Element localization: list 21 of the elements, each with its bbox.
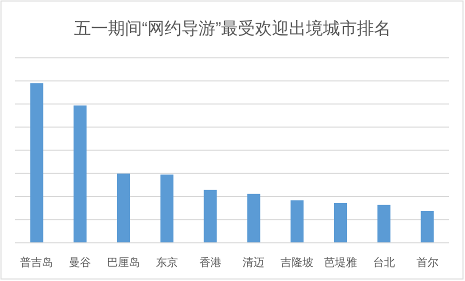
x-tick-label: 巴厘岛 [107,257,140,269]
x-tick-label: 芭堤雅 [324,256,357,269]
bar [30,83,44,243]
bar [117,174,130,243]
x-tick-label: 台北 [372,256,395,269]
x-tick-label: 吉隆坡 [280,256,314,269]
bar [160,174,174,243]
x-tick-label: 东京 [156,256,178,269]
x-tick-label: 曼谷 [69,257,92,269]
bar [74,105,87,243]
bar [377,204,390,243]
chart-title: 五一期间“网约导游”最受欢迎出境城市排名 [74,19,392,38]
bar [420,210,434,243]
bar [334,202,347,243]
bar [247,194,260,243]
x-tick-label: 首尔 [416,257,438,269]
bar [290,200,304,243]
x-tick-label: 普吉岛 [20,256,54,269]
bar [204,190,217,243]
x-tick-label: 香港 [199,256,222,269]
x-tick-label: 清迈 [242,256,265,269]
